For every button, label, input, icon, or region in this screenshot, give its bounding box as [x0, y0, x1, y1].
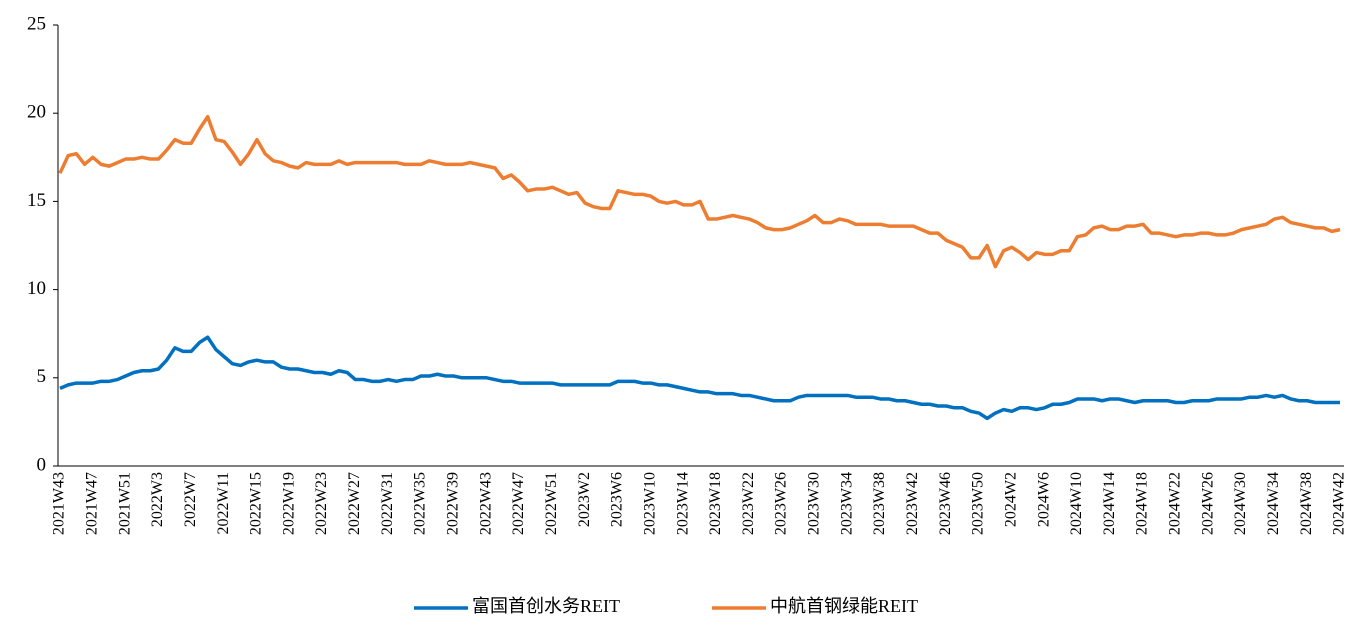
x-tick-label: 2021W51	[116, 472, 133, 535]
x-tick-label: 2022W19	[280, 472, 297, 535]
x-tick-label: 2023W18	[707, 472, 724, 535]
y-tick-label: 20	[27, 102, 46, 123]
x-tick-label: 2023W50	[970, 472, 987, 535]
series-line	[58, 114, 1341, 269]
x-tick-label: 2024W26	[1199, 472, 1216, 535]
x-tick-label: 2022W11	[215, 472, 232, 535]
x-tick-label: 2024W30	[1232, 472, 1249, 535]
x-tick-label: 2024W6	[1035, 472, 1052, 527]
x-tick-label: 2021W43	[51, 472, 68, 535]
x-tick-label: 2023W30	[806, 472, 823, 535]
legend-label: 中航首钢绿能REIT	[770, 596, 918, 616]
x-tick-label: 2022W31	[379, 472, 396, 535]
x-tick-label: 2022W15	[248, 472, 265, 535]
x-tick-label: 2023W10	[641, 472, 658, 535]
x-tick-label: 2024W18	[1134, 472, 1151, 535]
x-tick-label: 2023W26	[773, 472, 790, 535]
x-tick-label: 2022W3	[149, 472, 166, 527]
x-tick-label: 2023W42	[904, 472, 921, 535]
y-tick-label: 0	[37, 454, 47, 475]
x-tick-label: 2023W22	[740, 472, 757, 535]
x-tick-label: 2023W2	[576, 472, 593, 527]
x-tick-label: 2022W43	[477, 472, 494, 535]
x-tick-label: 2023W14	[674, 472, 691, 535]
y-tick-label: 25	[27, 13, 46, 34]
x-tick-label: 2023W34	[838, 472, 855, 535]
x-tick-label: 2021W47	[83, 472, 100, 535]
y-tick-label: 15	[27, 190, 46, 211]
x-tick-label: 2022W39	[445, 472, 462, 535]
x-tick-label: 2022W47	[510, 472, 527, 535]
x-tick-label: 2022W7	[182, 472, 199, 527]
x-tick-label: 2024W22	[1167, 472, 1184, 535]
x-tick-label: 2022W35	[412, 472, 429, 535]
series-line	[59, 335, 1340, 421]
x-tick-label: 2022W23	[313, 472, 330, 535]
legend-label: 富国首创水务REIT	[472, 596, 620, 616]
x-tick-label: 2023W6	[609, 472, 626, 527]
x-tick-label: 2022W27	[346, 472, 363, 535]
x-tick-label: 2023W38	[871, 472, 888, 535]
y-tick-label: 10	[27, 278, 46, 299]
x-tick-label: 2024W10	[1068, 472, 1085, 535]
x-tick-label: 2024W42	[1331, 472, 1348, 535]
x-tick-label: 2024W38	[1298, 472, 1315, 535]
x-tick-label: 2024W2	[1002, 472, 1019, 527]
y-tick-label: 5	[37, 366, 47, 387]
x-tick-label: 2022W51	[543, 472, 560, 535]
x-tick-label: 2023W46	[937, 472, 954, 535]
x-tick-label: 2024W14	[1101, 472, 1118, 535]
x-tick-label: 2024W34	[1265, 472, 1282, 535]
